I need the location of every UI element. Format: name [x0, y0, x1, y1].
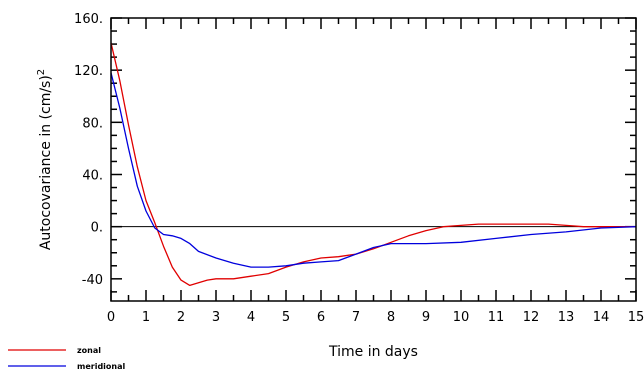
- y-tick-label: 80.: [82, 116, 103, 131]
- x-tick-label: 1: [142, 310, 150, 325]
- y-axis-title-superscript: 2: [36, 69, 47, 75]
- x-tick-labels: 0 1 2 3 4 5 6 7 8 9 10 11 12 13 14 15: [107, 310, 644, 325]
- x-tick-label: 13: [558, 310, 575, 325]
- x-tick-label: 14: [593, 310, 610, 325]
- x-tick-label: 12: [523, 310, 540, 325]
- legend-label-meridional: meridional: [77, 362, 126, 371]
- x-tick-label: 7: [352, 310, 360, 325]
- y-tick-label: 40.: [82, 168, 103, 183]
- series-line-meridional: [110, 72, 637, 268]
- x-tick-label: 3: [212, 310, 220, 325]
- x-tick-label: 15: [628, 310, 644, 325]
- y-tick-label: 120.: [74, 64, 103, 79]
- x-tick-label: 11: [488, 310, 505, 325]
- y-axis-title: Autocovariance in (cm/s)2: [36, 69, 54, 250]
- y-tick-label: 160.: [74, 12, 103, 27]
- x-tick-label: 10: [453, 310, 470, 325]
- x-tick-label: 8: [387, 310, 395, 325]
- axis-ticks: [110, 17, 637, 301]
- series-layer: [110, 42, 637, 287]
- plot-frame: [110, 17, 637, 302]
- y-tick-labels: 160. 120. 80. 40. 0. -40: [74, 12, 103, 288]
- x-tick-label: 4: [247, 310, 255, 325]
- x-tick-label: 6: [317, 310, 325, 325]
- x-tick-label: 0: [107, 310, 115, 325]
- y-axis-title-main: Autocovariance in (cm/s): [38, 75, 54, 250]
- legend: zonal meridional: [8, 346, 126, 371]
- x-tick-label: 5: [282, 310, 290, 325]
- legend-label-zonal: zonal: [77, 346, 101, 355]
- x-tick-label: 2: [177, 310, 185, 325]
- x-tick-label: 9: [422, 310, 430, 325]
- y-tick-label: -40: [82, 273, 103, 288]
- x-axis-title: Time in days: [328, 344, 418, 360]
- series-line-zonal: [110, 42, 636, 287]
- y-tick-label: 0.: [91, 221, 103, 236]
